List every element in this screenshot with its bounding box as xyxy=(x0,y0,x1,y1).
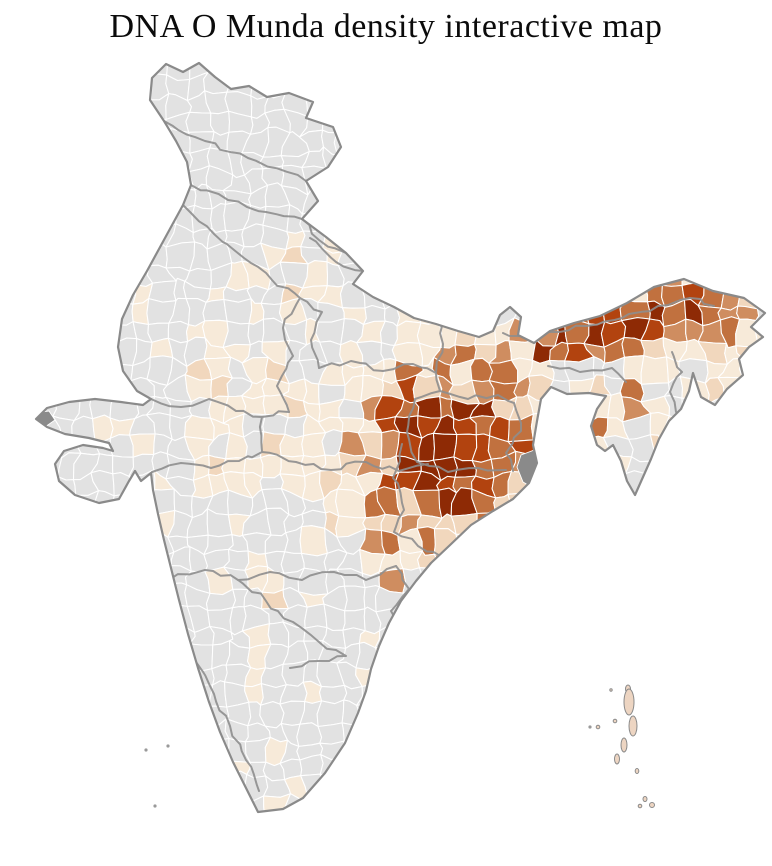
small-island-dot xyxy=(166,744,170,748)
district-cell[interactable] xyxy=(532,434,554,455)
state-boundary xyxy=(182,204,323,369)
district-cell[interactable] xyxy=(337,242,364,267)
district-cell[interactable] xyxy=(301,509,327,529)
district-cell[interactable] xyxy=(317,722,345,745)
map-title: DNA O Munda density interactive map xyxy=(109,8,663,45)
state-boundary xyxy=(151,410,290,473)
state-boundary xyxy=(318,360,437,374)
small-island-dot xyxy=(144,748,148,752)
district-cell[interactable] xyxy=(301,432,327,458)
state-boundary xyxy=(190,184,303,220)
state-boundary xyxy=(237,579,347,669)
state-boundary xyxy=(163,120,307,182)
district-cell[interactable] xyxy=(51,476,77,500)
andaman-island[interactable] xyxy=(634,768,640,774)
district-cell[interactable] xyxy=(129,433,156,458)
district-cell[interactable] xyxy=(341,223,360,253)
district-cell[interactable] xyxy=(393,320,422,347)
district-cell[interactable] xyxy=(112,337,138,367)
small-island-dot xyxy=(588,725,592,729)
district-cell[interactable] xyxy=(210,203,227,234)
district-cell[interactable] xyxy=(640,355,670,385)
andaman-island[interactable] xyxy=(595,724,601,730)
state-boundary xyxy=(309,237,364,272)
district-cell[interactable] xyxy=(282,71,305,95)
district-cell[interactable] xyxy=(36,429,63,459)
district-cell[interactable] xyxy=(374,646,400,667)
district-cell[interactable] xyxy=(202,298,228,322)
state-boundary xyxy=(549,297,715,333)
district-cell[interactable] xyxy=(259,454,282,479)
andaman-island[interactable] xyxy=(637,803,643,809)
state-boundary xyxy=(547,365,627,383)
district-cell[interactable] xyxy=(513,299,535,321)
district-cell[interactable] xyxy=(284,793,310,823)
district-cell[interactable] xyxy=(402,567,424,594)
district-cell[interactable] xyxy=(89,393,114,420)
district-cell[interactable] xyxy=(111,493,137,518)
district-cell[interactable] xyxy=(432,432,458,461)
state-boundary xyxy=(406,390,507,473)
andaman-island[interactable] xyxy=(623,688,635,716)
state-boundary xyxy=(171,565,397,581)
andaman-island[interactable] xyxy=(609,688,613,692)
district-cell[interactable] xyxy=(340,738,359,765)
district-cell[interactable] xyxy=(338,398,365,420)
district-cell[interactable] xyxy=(146,127,174,154)
district-cell[interactable] xyxy=(319,773,341,799)
india-outline xyxy=(34,61,767,814)
district-cell[interactable] xyxy=(339,281,366,309)
district-cell[interactable] xyxy=(263,793,292,823)
andaman-island[interactable] xyxy=(620,737,628,753)
district-cell[interactable] xyxy=(129,71,153,101)
state-boundary xyxy=(435,372,515,404)
andaman-island[interactable] xyxy=(642,796,648,802)
district-cell[interactable] xyxy=(262,413,289,435)
district-cell[interactable] xyxy=(418,563,440,593)
andaman-island[interactable] xyxy=(628,715,638,737)
district-cell[interactable] xyxy=(507,492,538,513)
state-boundary xyxy=(392,443,443,558)
district-cell[interactable] xyxy=(643,261,666,287)
andaman-island[interactable] xyxy=(649,802,655,808)
district-cell[interactable] xyxy=(438,317,458,349)
district-cell[interactable] xyxy=(185,111,215,133)
state-boundary xyxy=(435,317,444,374)
district-cell[interactable] xyxy=(130,488,156,517)
state-boundary xyxy=(276,297,301,413)
district-cell[interactable] xyxy=(109,434,134,458)
district-cell[interactable] xyxy=(18,418,42,440)
district-cell[interactable] xyxy=(304,603,328,629)
district-cell[interactable] xyxy=(223,298,253,325)
district-cell[interactable] xyxy=(299,525,328,557)
state-boundary xyxy=(261,451,429,472)
district-cell[interactable] xyxy=(508,317,537,343)
state-boundary xyxy=(195,661,260,792)
andaman-island[interactable] xyxy=(612,718,618,724)
district-cell[interactable] xyxy=(148,280,177,303)
district-cell[interactable] xyxy=(279,433,305,458)
district-cell[interactable] xyxy=(316,699,345,728)
state-boundary xyxy=(505,402,522,472)
district-cell[interactable] xyxy=(34,476,60,500)
district-cell[interactable] xyxy=(736,305,760,322)
islands-group xyxy=(144,684,655,809)
district-cell[interactable] xyxy=(343,585,366,612)
district-cell[interactable] xyxy=(319,754,345,784)
small-island-dot xyxy=(153,804,157,808)
district-cell[interactable] xyxy=(222,320,251,349)
district-cell[interactable] xyxy=(165,241,196,272)
district-cell[interactable] xyxy=(184,414,215,441)
district-cell[interactable] xyxy=(476,509,497,534)
district-cell[interactable] xyxy=(433,528,459,558)
state-boundary xyxy=(150,398,263,418)
andaman-island[interactable] xyxy=(614,753,620,765)
district-cell[interactable] xyxy=(756,283,772,310)
district-cell[interactable] xyxy=(128,93,152,120)
state-boundary xyxy=(669,351,683,413)
